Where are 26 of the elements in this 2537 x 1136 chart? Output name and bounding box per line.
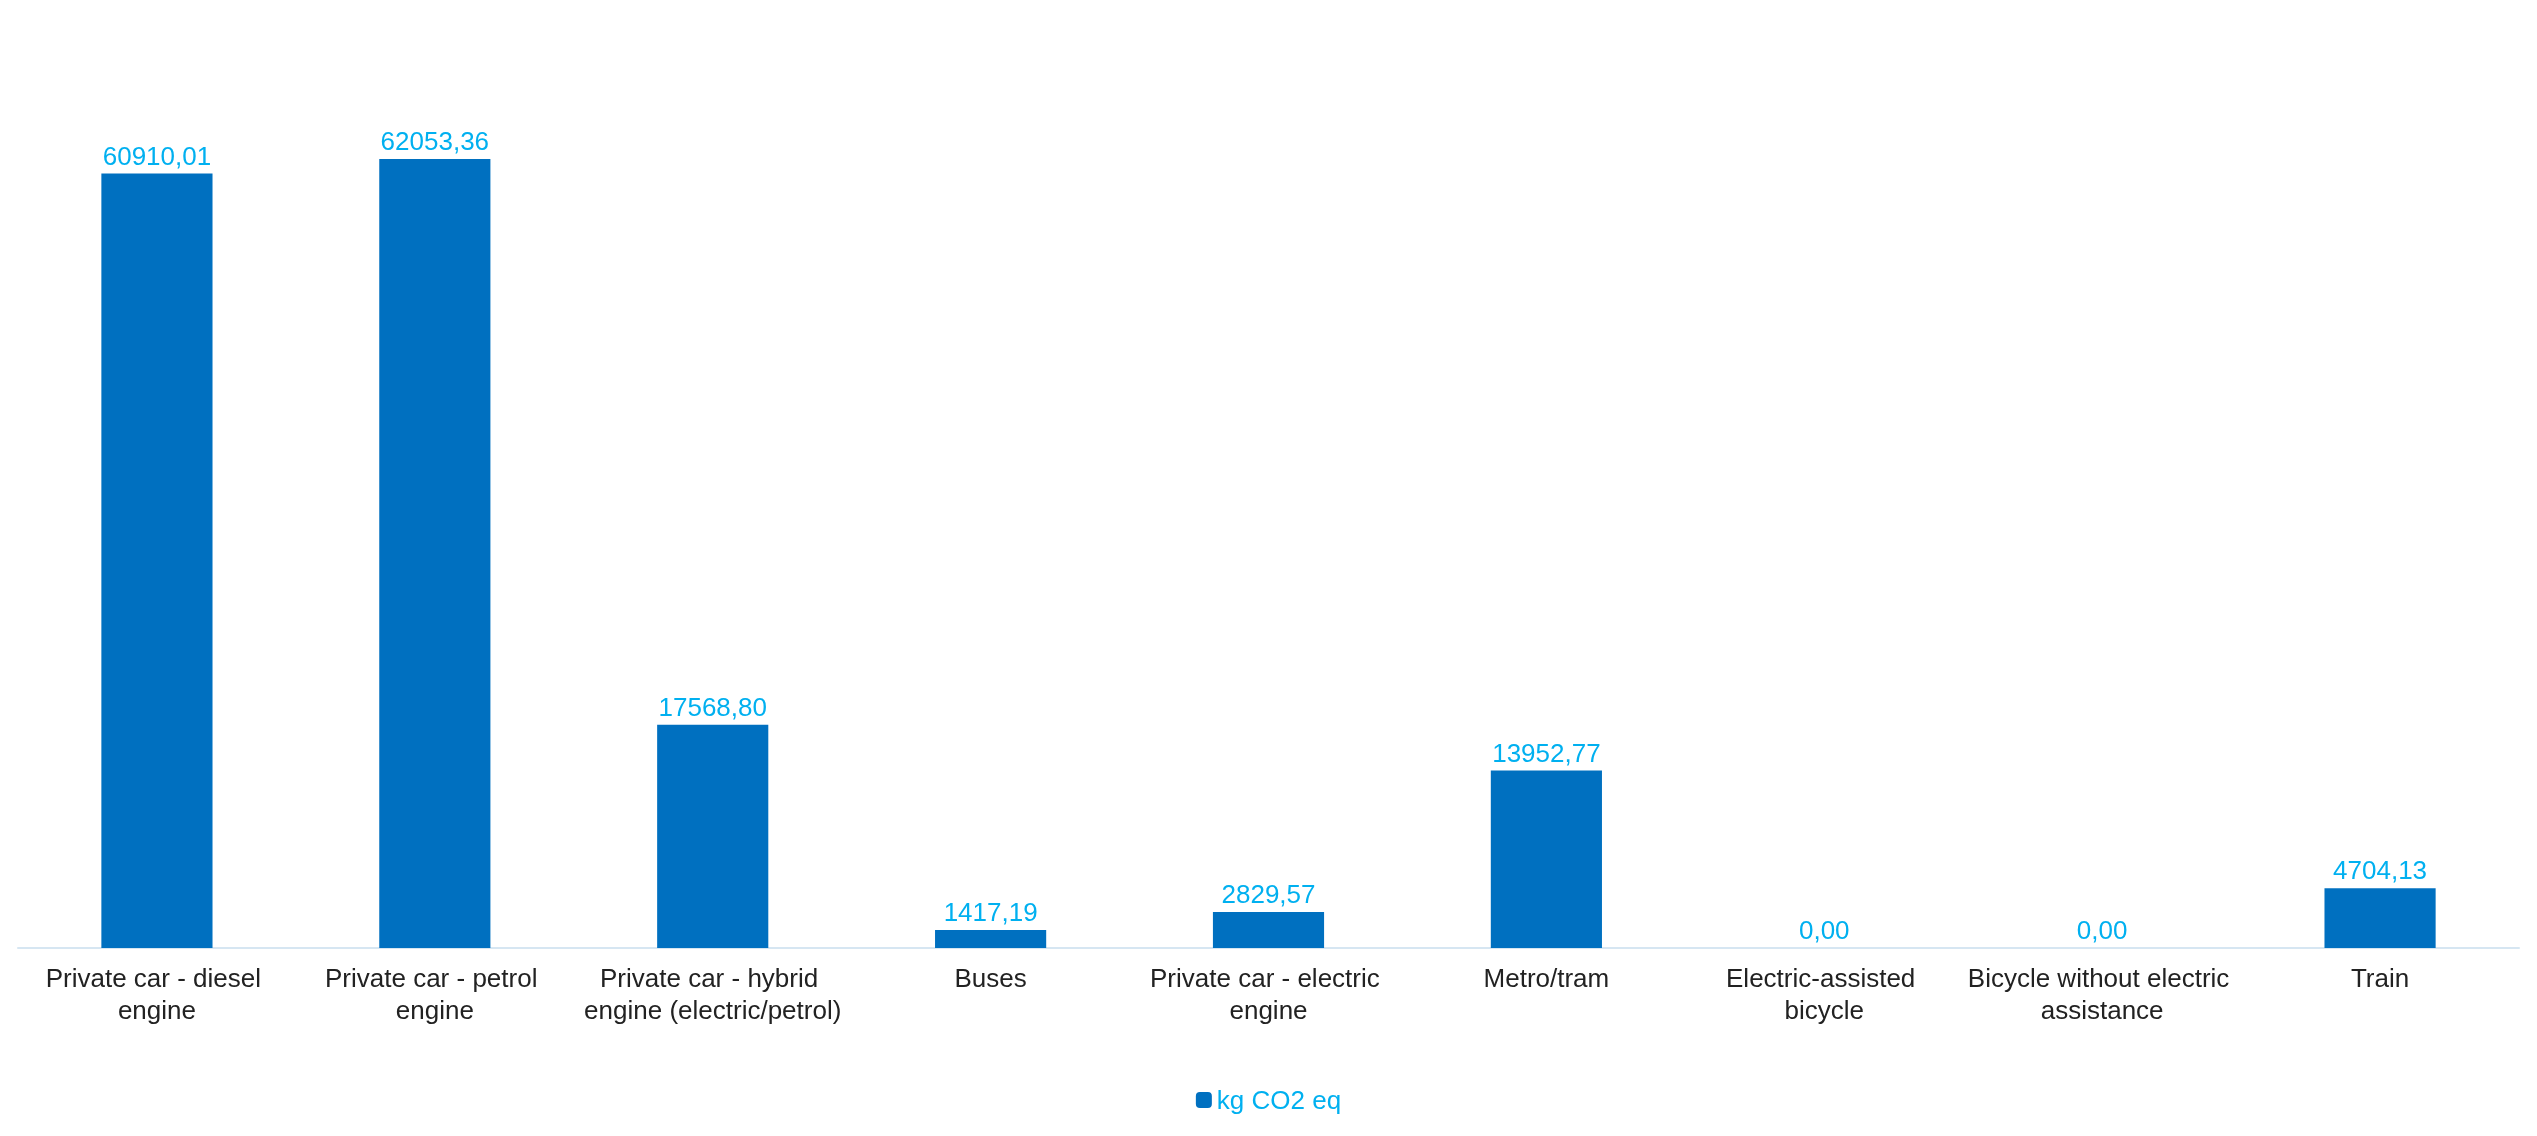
data-label: 4704,13 — [2333, 855, 2428, 886]
x-tick-label: Buses — [954, 963, 1027, 993]
bar — [1490, 770, 1602, 948]
x-tick-label: Metro/tram — [1483, 963, 1610, 993]
x-tick-label: Private car - electric engine — [1150, 963, 1387, 1025]
bar — [101, 173, 213, 948]
x-tick-label: Private car - hybrid engine (electric/petrol) — [584, 963, 842, 1025]
data-label: 1417,19 — [943, 896, 1038, 927]
data-label: 0,00 — [2076, 915, 2128, 945]
data-label: 0,00 — [1798, 915, 1850, 945]
data-label: 2829,57 — [1221, 879, 1316, 910]
x-tick-label: Bicycle without electric assistance — [1967, 963, 2237, 1025]
bar — [935, 929, 1047, 948]
data-label: 62053,36 — [380, 126, 490, 157]
x-tick-label: Private car - petrol engine — [325, 963, 545, 1025]
x-tick-label: Private car - diesel engine — [45, 963, 269, 1025]
x-tick-label: Train — [2350, 963, 2410, 993]
bar — [2324, 888, 2436, 948]
bar — [1212, 912, 1325, 948]
data-label: 60910,01 — [102, 140, 212, 171]
bar — [379, 159, 491, 948]
bar — [657, 724, 769, 948]
data-label: 13952,77 — [1492, 737, 1601, 768]
legend-label: kg CO2 eq — [1216, 1085, 1342, 1115]
x-tick-label: Electric-assisted bicycle — [1726, 963, 1923, 1025]
data-label: 17568,80 — [658, 691, 767, 722]
